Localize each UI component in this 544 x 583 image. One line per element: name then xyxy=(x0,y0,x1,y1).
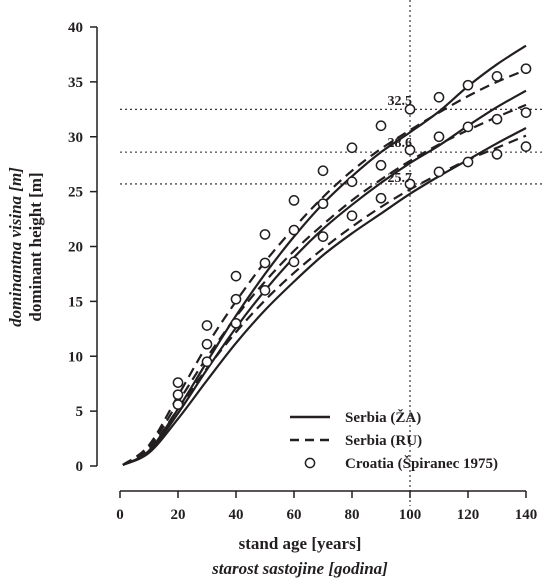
y-tick-label-5: 5 xyxy=(76,404,84,420)
series-line-serbia-ru-5 xyxy=(122,134,527,466)
y-tick-label-25: 25 xyxy=(68,185,83,201)
y-axis-title: dominant height [m] xyxy=(26,172,45,321)
data-point-croatia-spiranec-1975-7-8 xyxy=(404,144,416,156)
x-tick-label-40: 40 xyxy=(229,507,244,523)
x-tick-label-20: 20 xyxy=(171,507,186,523)
series-line-serbia-za-2 xyxy=(122,126,527,466)
series-line-serbia-ru-3 xyxy=(122,68,527,466)
annotations: 32.5 28.6 25.7 xyxy=(388,94,413,186)
y-tick-label-35: 35 xyxy=(68,75,83,91)
x-axis-title-secondary: starost sastojine [godina] xyxy=(211,559,388,578)
y-tick-label-30: 30 xyxy=(68,130,83,146)
x-tick-label-60: 60 xyxy=(287,507,302,523)
data-point-croatia-spiranec-1975-6-8 xyxy=(404,103,416,115)
data-point-croatia-spiranec-1975-8-7 xyxy=(375,192,387,204)
series-line-serbia-ru-4 xyxy=(122,103,527,466)
y-tick-label-0: 0 xyxy=(76,459,84,475)
data-point-croatia-spiranec-1975-7-10 xyxy=(462,121,474,133)
data-point-croatia-spiranec-1975-7-11 xyxy=(491,113,503,125)
legend: Serbia (ŽA) Serbia (RU) Croatia (Špirane… xyxy=(290,409,498,472)
data-point-croatia-spiranec-1975-8-5 xyxy=(317,231,329,242)
data-point-croatia-spiranec-1975-6-7 xyxy=(375,120,387,132)
axis-titles: stand age [years] starost sastojine [god… xyxy=(6,167,388,578)
data-point-croatia-spiranec-1975-7-4 xyxy=(288,224,300,236)
data-point-croatia-spiranec-1975-8-2 xyxy=(230,317,242,329)
y-tick-label-40: 40 xyxy=(68,20,83,36)
legend-label-serbia-za: Serbia (ŽA) xyxy=(345,409,421,426)
data-point-croatia-spiranec-1975-6-0 xyxy=(172,377,184,388)
legend-circle-swatch xyxy=(304,457,316,469)
data-point-croatia-spiranec-1975-8-6 xyxy=(346,210,358,222)
data-point-croatia-spiranec-1975-7-0 xyxy=(172,389,184,401)
data-point-croatia-spiranec-1975-6-2 xyxy=(230,270,242,282)
y-axis-title-secondary: dominantna visina [m] xyxy=(6,167,25,327)
data-point-croatia-spiranec-1975-6-11 xyxy=(491,71,503,82)
data-point-croatia-spiranec-1975-8-1 xyxy=(201,356,213,368)
data-point-croatia-spiranec-1975-6-6 xyxy=(346,142,358,154)
x-tick-label-0: 0 xyxy=(116,507,124,523)
reference-lines xyxy=(120,0,544,506)
data-point-croatia-spiranec-1975-8-12 xyxy=(520,141,532,152)
data-point-croatia-spiranec-1975-8-0 xyxy=(172,399,184,410)
data-point-croatia-spiranec-1975-7-2 xyxy=(230,293,242,305)
data-point-croatia-spiranec-1975-8-4 xyxy=(288,256,300,268)
data-point-croatia-spiranec-1975-7-6 xyxy=(346,176,358,188)
curves xyxy=(122,44,527,466)
annotation-32-5: 32.5 xyxy=(388,94,413,109)
data-point-croatia-spiranec-1975-6-10 xyxy=(462,79,474,91)
annotation-25-7: 25.7 xyxy=(388,171,413,186)
y-tick-label-15: 15 xyxy=(68,294,83,310)
y-tick-label-20: 20 xyxy=(68,240,83,256)
axes: 0 20 40 60 80 100 120 140 0 5 10 15 20 25 30 35 40 xyxy=(68,20,537,523)
annotation-28-6: 28.6 xyxy=(388,136,413,151)
x-axis-title: stand age [years] xyxy=(239,534,362,553)
data-point-croatia-spiranec-1975-6-1 xyxy=(201,320,213,331)
legend-label-croatia: Croatia (Špiranec 1975) xyxy=(345,455,498,472)
data-point-croatia-spiranec-1975-8-8 xyxy=(404,178,416,190)
data-point-croatia-spiranec-1975-6-5 xyxy=(317,165,329,177)
x-tick-label-80: 80 xyxy=(345,507,360,523)
data-point-croatia-spiranec-1975-8-10 xyxy=(462,156,474,168)
x-tick-label-120: 120 xyxy=(457,507,480,523)
data-point-croatia-spiranec-1975-8-9 xyxy=(433,166,445,178)
data-point-croatia-spiranec-1975-7-12 xyxy=(520,107,532,118)
croatia-points xyxy=(172,63,532,410)
data-point-croatia-spiranec-1975-7-9 xyxy=(433,131,445,143)
data-point-croatia-spiranec-1975-8-11 xyxy=(491,148,503,160)
legend-label-serbia-ru: Serbia (RU) xyxy=(345,433,422,449)
x-tick-label-140: 140 xyxy=(515,507,538,523)
series-line-serbia-za-1 xyxy=(122,89,527,466)
data-point-croatia-spiranec-1975-7-1 xyxy=(201,338,213,350)
y-tick-label-10: 10 xyxy=(68,349,83,365)
x-tick-label-100: 100 xyxy=(399,507,422,523)
data-point-croatia-spiranec-1975-7-5 xyxy=(317,198,329,210)
data-point-croatia-spiranec-1975-7-7 xyxy=(375,159,387,171)
data-point-croatia-spiranec-1975-6-4 xyxy=(288,195,300,206)
data-point-croatia-spiranec-1975-6-9 xyxy=(433,91,445,103)
data-point-croatia-spiranec-1975-6-3 xyxy=(259,229,271,240)
data-point-croatia-spiranec-1975-6-12 xyxy=(520,63,532,75)
data-point-croatia-spiranec-1975-7-3 xyxy=(259,257,271,269)
data-point-croatia-spiranec-1975-8-3 xyxy=(259,285,271,296)
